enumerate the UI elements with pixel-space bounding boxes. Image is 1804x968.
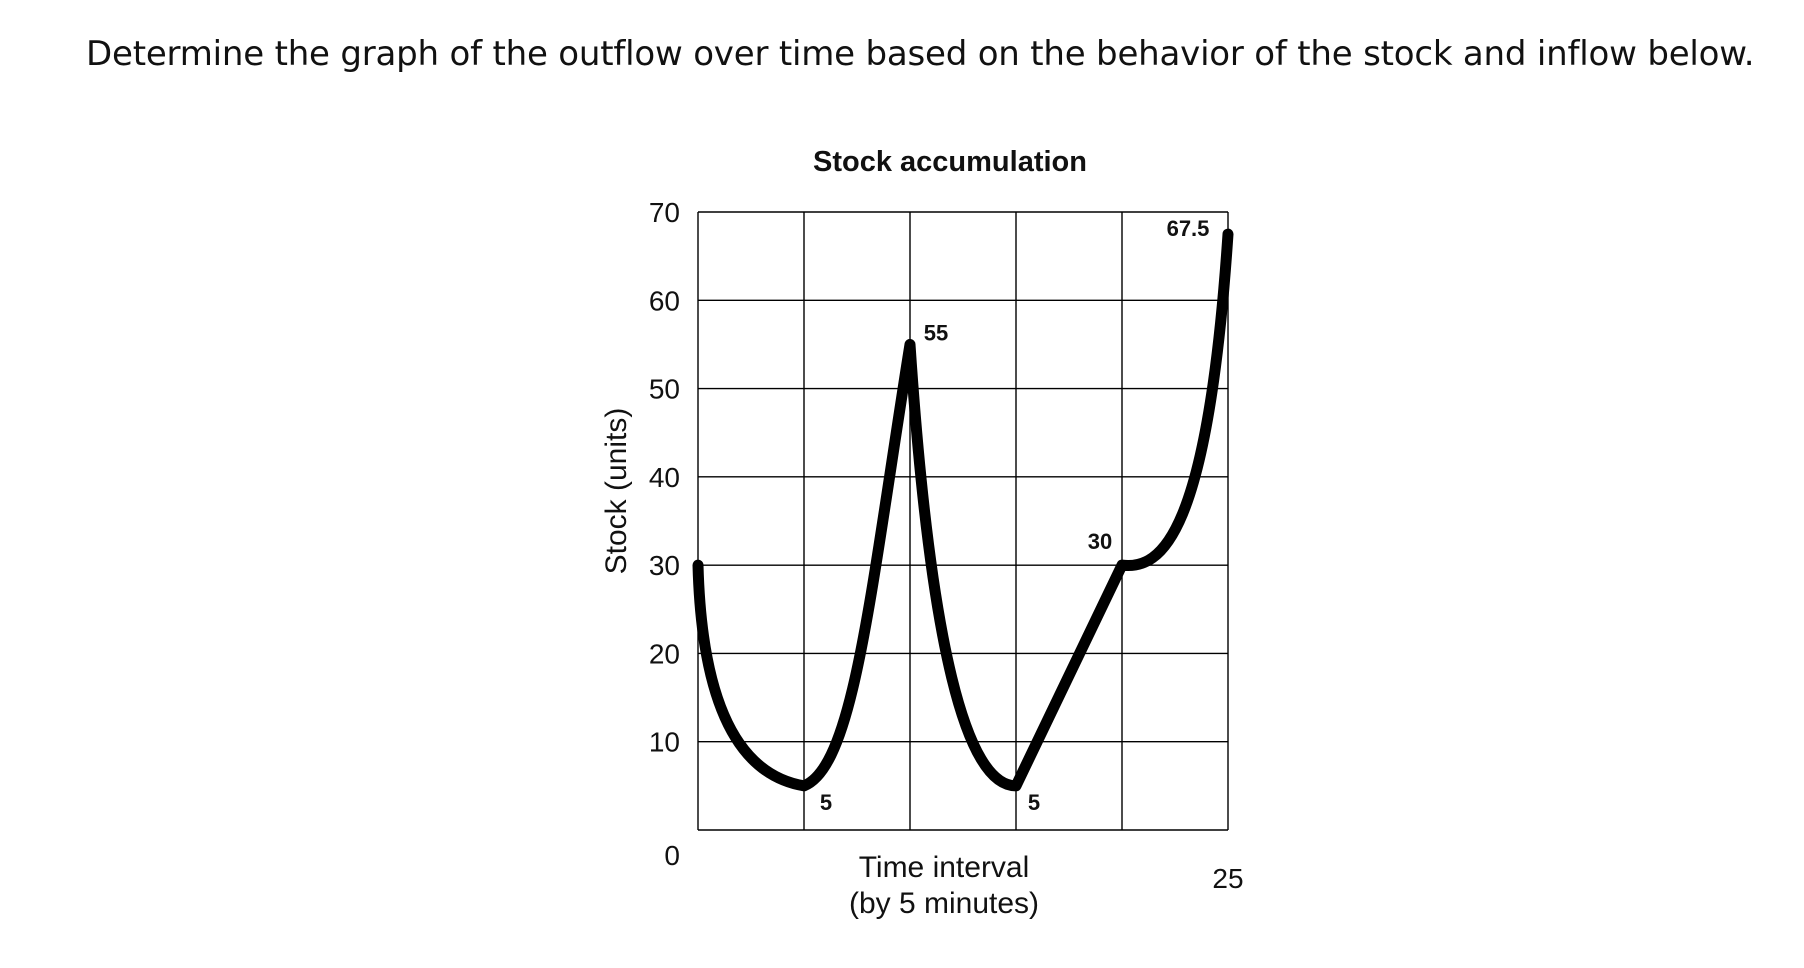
x-tick-labels: 25	[1212, 863, 1243, 894]
x-axis-label-line-2: (by 5 minutes)	[849, 887, 1039, 920]
y-tick-label-50: 50	[649, 374, 680, 405]
annotation-1: 55	[924, 320, 948, 345]
question-text: Determine the graph of the outflow over …	[86, 34, 1755, 74]
y-tick-label-0: 0	[664, 840, 680, 871]
y-tick-label-20: 20	[649, 638, 680, 669]
y-tick-label-10: 10	[649, 727, 680, 758]
chart-title: Stock accumulation	[813, 146, 1087, 178]
y-tick-labels: 0 10 20 30 40 50 60 70	[649, 197, 680, 871]
stock-series-line	[692, 228, 1234, 792]
annotation-0: 5	[820, 790, 832, 815]
annotation-4: 67.5	[1167, 216, 1210, 241]
y-axis-label: Stock (units)	[600, 408, 633, 575]
y-tick-label-40: 40	[649, 462, 680, 493]
chart-grid	[697, 211, 1229, 831]
y-tick-label-70: 70	[649, 197, 680, 228]
annotation-2: 5	[1028, 790, 1040, 815]
x-axis-label-line-1: Time interval	[859, 851, 1030, 884]
y-tick-label-30: 30	[649, 550, 680, 581]
annotation-3: 30	[1088, 529, 1112, 554]
y-tick-label-60: 60	[649, 285, 680, 316]
x-tick-label-25: 25	[1212, 863, 1243, 894]
